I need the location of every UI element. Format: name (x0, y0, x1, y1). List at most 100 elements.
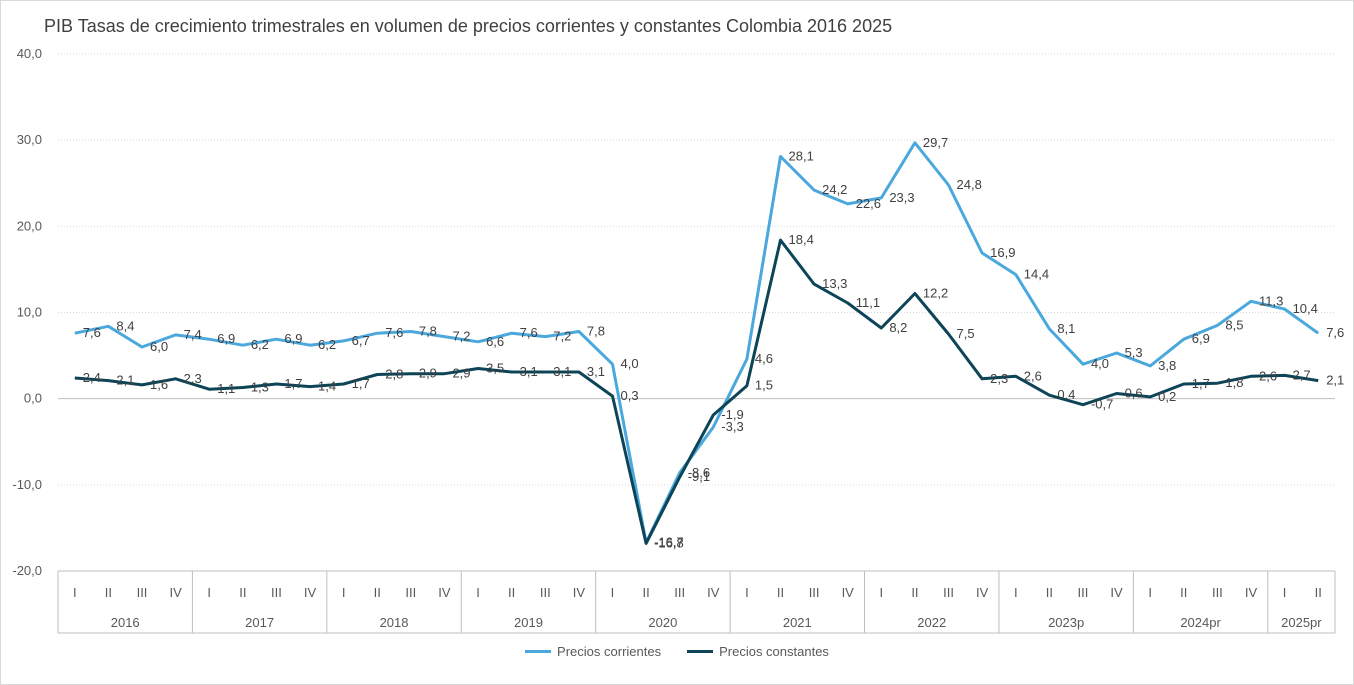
x-year-label: 2025pr (1281, 615, 1322, 630)
x-quarter-label: II (911, 585, 918, 600)
legend-item-constantes: Precios constantes (687, 644, 829, 659)
data-label-corrientes: 8,4 (116, 318, 134, 333)
x-quarter-label: I (880, 585, 884, 600)
data-label-corrientes: 8,1 (1057, 321, 1075, 336)
data-label-constantes: 2,6 (1024, 368, 1042, 383)
data-label-constantes: 0,6 (1125, 385, 1143, 400)
x-quarter-label: II (374, 585, 381, 600)
data-label-corrientes: 7,2 (452, 329, 470, 344)
data-label-corrientes: 10,4 (1293, 301, 1318, 316)
x-quarter-label: II (105, 585, 112, 600)
data-label-constantes: 2,6 (1259, 368, 1277, 383)
legend-label-constantes: Precios constantes (719, 644, 829, 659)
x-quarter-label: I (1014, 585, 1018, 600)
data-label-corrientes: 4,0 (620, 356, 638, 371)
x-year-label: 2022 (917, 615, 946, 630)
x-quarter-label: I (611, 585, 615, 600)
x-quarter-label: II (1046, 585, 1053, 600)
data-label-corrientes: 6,2 (318, 337, 336, 352)
data-label-constantes: 1,7 (1192, 376, 1210, 391)
x-quarter-label: III (405, 585, 416, 600)
data-label-constantes: 0,3 (620, 388, 638, 403)
y-tick-label: 30,0 (17, 132, 42, 147)
x-quarter-label: III (1078, 585, 1089, 600)
data-label-constantes: 3,1 (587, 364, 605, 379)
data-label-corrientes: 3,8 (1158, 358, 1176, 373)
data-label-corrientes: 7,4 (184, 327, 202, 342)
data-label-constantes: 7,5 (957, 326, 975, 341)
x-year-label: 2018 (380, 615, 409, 630)
data-label-constantes: 0,2 (1158, 389, 1176, 404)
x-quarter-label: IV (1110, 585, 1123, 600)
legend-swatch-corrientes (525, 650, 552, 653)
y-tick-label: -10,0 (12, 477, 42, 492)
data-label-constantes: 0,4 (1057, 387, 1075, 402)
data-label-constantes: 2,9 (452, 366, 470, 381)
y-tick-label: 20,0 (17, 218, 42, 233)
data-label-corrientes: 6,9 (217, 331, 235, 346)
x-quarter-label: I (207, 585, 211, 600)
data-label-constantes: 1,1 (217, 381, 235, 396)
data-label-constantes: 18,4 (789, 232, 814, 247)
data-label-corrientes: 22,6 (856, 196, 881, 211)
legend-swatch-constantes (687, 650, 714, 653)
data-label-constantes: 2,4 (83, 370, 101, 385)
data-label-constantes: 1,6 (150, 377, 168, 392)
data-label-constantes: 1,8 (1225, 375, 1243, 390)
x-quarter-label: IV (573, 585, 586, 600)
x-quarter-label: II (1180, 585, 1187, 600)
data-label-corrientes: 4,0 (1091, 356, 1109, 371)
data-label-constantes: 2,1 (116, 373, 134, 388)
data-label-constantes: 13,3 (822, 276, 847, 291)
data-label-constantes: 2,8 (385, 367, 403, 382)
data-label-constantes: 2,7 (1293, 367, 1311, 382)
data-label-constantes: 1,7 (284, 376, 302, 391)
x-quarter-label: IV (707, 585, 720, 600)
data-label-constantes: -1,9 (721, 407, 743, 422)
data-label-corrientes: 5,3 (1125, 345, 1143, 360)
x-quarter-label: III (540, 585, 551, 600)
data-label-corrientes: 6,2 (251, 337, 269, 352)
data-label-corrientes: -8,6 (688, 465, 710, 480)
data-label-corrientes: 14,4 (1024, 267, 1049, 282)
data-label-constantes: 2,3 (184, 371, 202, 386)
x-quarter-label: II (1315, 585, 1322, 600)
data-label-corrientes: 24,8 (957, 177, 982, 192)
x-quarter-label: III (943, 585, 954, 600)
x-quarter-label: III (809, 585, 820, 600)
data-label-constantes: 11,1 (856, 295, 880, 310)
x-year-label: 2021 (783, 615, 812, 630)
y-tick-label: 10,0 (17, 305, 42, 320)
data-label-corrientes: 6,9 (1192, 331, 1210, 346)
x-quarter-label: IV (304, 585, 317, 600)
x-quarter-label: I (745, 585, 749, 600)
series-line-corrientes (74, 141, 1320, 545)
data-label-constantes: 1,7 (352, 376, 370, 391)
data-label-constantes: 1,3 (251, 379, 269, 394)
y-tick-label: 40,0 (17, 46, 42, 61)
x-year-label: 2017 (245, 615, 274, 630)
x-year-label: 2024pr (1180, 615, 1221, 630)
x-quarter-label: IV (1245, 585, 1258, 600)
x-quarter-label: I (73, 585, 77, 600)
data-label-corrientes: 28,1 (789, 149, 814, 164)
x-year-label: 2023p (1048, 615, 1084, 630)
y-tick-label: 0,0 (24, 391, 42, 406)
x-quarter-label: IV (976, 585, 989, 600)
x-quarter-label: III (137, 585, 148, 600)
data-label-constantes: -16,8 (654, 535, 684, 550)
data-label-corrientes: 16,9 (990, 245, 1015, 260)
data-label-constantes: 2,9 (419, 366, 437, 381)
x-year-label: 2019 (514, 615, 543, 630)
data-label-corrientes: -16,7 (654, 535, 684, 550)
data-label-corrientes: 8,5 (1225, 317, 1243, 332)
data-label-constantes: 12,2 (923, 286, 948, 301)
data-label-constantes: 2,1 (1326, 373, 1344, 388)
data-label-corrientes: 7,6 (1326, 325, 1344, 340)
data-label-corrientes: 7,6 (83, 325, 101, 340)
data-label-corrientes: -3,3 (721, 419, 743, 434)
data-label-corrientes: 6,7 (352, 333, 370, 348)
legend-label-corrientes: Precios corrientes (557, 644, 662, 659)
data-label-corrientes: 29,7 (923, 135, 948, 150)
x-quarter-label: II (239, 585, 246, 600)
